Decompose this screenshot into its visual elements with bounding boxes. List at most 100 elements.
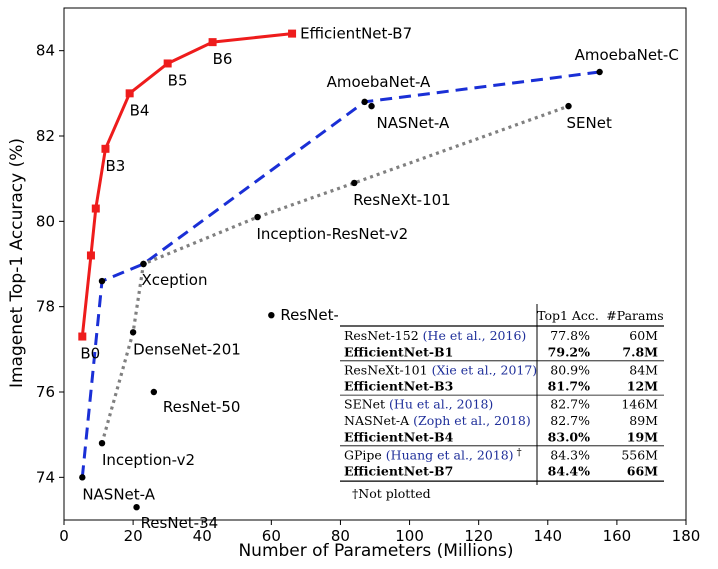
y-tick-label: 76	[36, 383, 55, 401]
table-cell-params: 89M	[629, 413, 658, 428]
table-cell-params: 12M	[627, 379, 658, 394]
point-label: Xception	[141, 271, 207, 289]
series-layer	[78, 29, 603, 511]
plot-area	[63, 7, 687, 521]
plot-frame	[63, 7, 687, 521]
table-cell-accuracy: 80.9%	[550, 362, 590, 377]
point-label: ResNet-34	[141, 514, 219, 532]
table-cell-accuracy: 84.3%	[550, 447, 590, 462]
point-label: B6	[213, 50, 233, 68]
table-citation: (Hu et al., 2018)	[389, 397, 493, 412]
table-model-name: EfficientNet-B1	[344, 344, 453, 359]
table-cell-params: 556M	[621, 447, 658, 462]
point-label: AmoebaNet-C	[575, 46, 679, 64]
point-label: DenseNet-201	[133, 340, 241, 358]
data-point-standalone	[133, 504, 140, 511]
x-axis: 0 20 40 60 80 100 120 140 160 180	[59, 520, 700, 545]
x-axis-title: Number of Parameters (Millions)	[238, 541, 513, 561]
data-point-efficientnet	[125, 89, 134, 98]
table-model-name: GPipe	[344, 447, 382, 462]
point-label: NASNet-A	[82, 485, 155, 503]
data-point-amoebanet	[361, 98, 368, 106]
table-cell-accuracy: 79.2%	[548, 344, 590, 359]
point-label: B4	[130, 101, 150, 119]
data-point-efficientnet	[163, 59, 172, 68]
point-label: B0	[80, 345, 100, 363]
table-cell-accuracy: 83.0%	[548, 429, 590, 444]
table-cell-params: 19M	[627, 429, 658, 444]
x-tick-label: 160	[603, 527, 632, 545]
table-row-model: EfficientNet-B3	[344, 379, 453, 394]
table-citation: (He et al., 2016)	[423, 328, 527, 343]
table-model-name: ResNet-152	[344, 328, 419, 343]
data-point-standalone	[150, 388, 158, 396]
data-point-amoebanet	[596, 68, 603, 76]
point-label: EfficientNet-B7	[300, 25, 412, 43]
table-cell-accuracy: 82.7%	[550, 397, 590, 412]
table-header: #Params	[606, 308, 663, 323]
data-point-resnext	[98, 440, 106, 447]
point-label: NASNet-A	[377, 114, 450, 132]
table-model-name: NASNet-A	[344, 413, 410, 428]
x-tick-label: 120	[464, 527, 493, 545]
data-point-resnext	[254, 213, 261, 221]
data-point-standalone	[268, 312, 275, 319]
data-point-amoebanet	[79, 474, 86, 481]
table-row-model: EfficientNet-B4	[344, 429, 454, 444]
y-tick-label: 84	[36, 42, 55, 60]
table-citation: (Zoph et al., 2018)	[413, 413, 531, 428]
table-row-model: SENet (Hu et al., 2018)	[344, 397, 493, 412]
table-cell-params: 84M	[629, 362, 658, 377]
table-model-name: EfficientNet-B4	[344, 429, 454, 444]
x-tick-label: 140	[533, 527, 562, 545]
point-label: B3	[105, 157, 125, 175]
table-row-model: EfficientNet-B7	[344, 464, 453, 479]
data-point-amoebanet	[98, 277, 106, 285]
table-header: Top1 Acc.	[537, 308, 599, 323]
table-model-name: EfficientNet-B7	[344, 464, 453, 479]
table-cell-params: 66M	[627, 464, 658, 479]
y-tick-label: 80	[36, 212, 55, 230]
table-cell-accuracy: 81.7%	[548, 379, 590, 394]
data-point-efficientnet	[78, 332, 87, 341]
table-model-name: ResNeXt-101	[344, 362, 428, 377]
point-label: ResNet-50	[163, 398, 241, 416]
y-tick-label: 82	[36, 127, 55, 145]
series-line-efficientnet	[80, 32, 293, 337]
table-cell-params: 146M	[621, 397, 658, 412]
table-cell-accuracy: 82.7%	[550, 413, 590, 428]
table-dagger-mark: †	[517, 447, 522, 458]
table-row-model: GPipe (Huang et al., 2018) †	[344, 447, 522, 462]
x-tick-label: 20	[124, 527, 143, 545]
point-label: SENet	[567, 114, 612, 132]
point-label: ResNeXt-101	[353, 191, 450, 209]
data-point-resnext	[140, 260, 147, 268]
series-line-resnext	[100, 104, 570, 444]
table-citation: (Huang et al., 2018)	[386, 447, 514, 462]
x-tick-label: 180	[672, 527, 701, 545]
data-point-resnext	[351, 179, 358, 187]
point-labels-layer: B0 B3 B4 B5 B6 EfficientNet-B7 NASNet-A AmoebaN…	[80, 25, 679, 533]
y-tick-label: 74	[36, 468, 55, 486]
data-point-efficientnet	[86, 251, 95, 260]
y-tick-label: 78	[36, 298, 55, 316]
table-row-model: ResNet-152 (He et al., 2016)	[344, 328, 526, 343]
table-footnote: †Not plotted	[352, 486, 431, 501]
data-point-resnext	[129, 329, 137, 336]
point-label: AmoebaNet-A	[327, 73, 431, 91]
y-axis: 74 76 78 80 82 84	[36, 42, 64, 486]
data-point-standalone	[368, 102, 375, 110]
data-point-efficientnet	[288, 29, 297, 38]
point-label: Inception-ResNet-v2	[257, 225, 409, 243]
data-point-efficientnet	[208, 38, 217, 47]
table-model-name: EfficientNet-B3	[344, 379, 453, 394]
x-tick-label: 40	[193, 527, 212, 545]
table-cell-params: 7.8M	[622, 344, 658, 359]
data-point-resnext	[565, 102, 572, 110]
comparison-table: Top1 Acc. #Params ResNet-152 (He et al., 20…	[338, 302, 668, 501]
point-label: Inception-v2	[102, 451, 195, 469]
x-tick-label: 60	[262, 527, 281, 545]
data-point-efficientnet	[101, 144, 110, 153]
series-line-amoebanet	[80, 70, 600, 478]
